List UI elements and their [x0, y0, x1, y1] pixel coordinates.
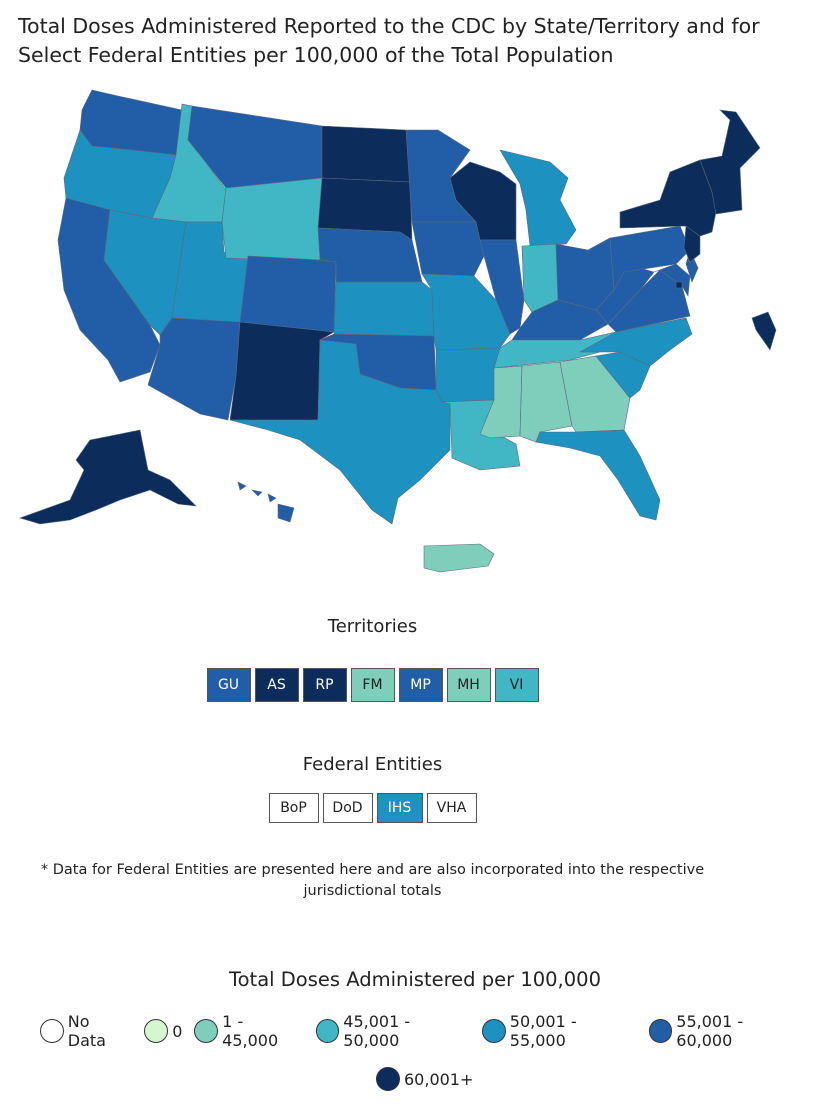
- state-south-carolina[interactable]: [595, 351, 651, 399]
- legend-item[interactable]: 45,001 - 50,000: [315, 1012, 471, 1050]
- legend-item[interactable]: 55,001 - 60,000: [648, 1012, 804, 1050]
- federal-tile-ihs[interactable]: IHS: [376, 793, 423, 823]
- territory-remote-east[interactable]: [751, 311, 777, 351]
- state-illinois[interactable]: [479, 239, 525, 335]
- state-colorado[interactable]: [239, 255, 337, 333]
- federal-entities-tiles: BoP DoD IHS VHA: [0, 793, 745, 823]
- state-hawaii[interactable]: [237, 481, 295, 523]
- federal-entities-title: Federal Entities: [302, 754, 443, 775]
- territory-tile-rp[interactable]: RP: [302, 668, 347, 702]
- legend-item[interactable]: 50,001 - 55,000: [482, 1012, 637, 1050]
- state-washington[interactable]: [79, 89, 189, 156]
- legend-item[interactable]: 1 - 45,000: [194, 1012, 303, 1050]
- state-indiana[interactable]: [521, 243, 559, 313]
- state-kansas[interactable]: [333, 281, 435, 337]
- state-alaska[interactable]: [19, 429, 197, 525]
- state-ohio[interactable]: [555, 237, 615, 311]
- federal-tile-bop[interactable]: BoP: [268, 793, 319, 823]
- state-north-dakota[interactable]: [321, 125, 411, 183]
- state-arkansas[interactable]: [435, 347, 501, 403]
- us-choropleth-map: [19, 89, 777, 573]
- legend-label: 0: [172, 1021, 183, 1041]
- legend-swatch: [40, 1019, 64, 1043]
- state-dc[interactable]: [675, 281, 683, 289]
- legend-title: Total Doses Administered per 100,000: [229, 968, 601, 991]
- legend-swatch: [144, 1019, 169, 1043]
- legend-label: No Data: [67, 1012, 106, 1050]
- state-maryland[interactable]: [653, 263, 691, 297]
- territory-tile-as[interactable]: AS: [254, 668, 299, 702]
- legend-label: 50,001 - 55,000: [509, 1012, 577, 1050]
- state-arizona[interactable]: [147, 317, 241, 421]
- legend-swatch: [482, 1019, 506, 1043]
- legend-second-row: 60,001+: [376, 1067, 485, 1091]
- territory-tile-mp[interactable]: MP: [398, 668, 443, 702]
- territory-tile-gu[interactable]: GU: [206, 668, 251, 702]
- legend-swatch: [648, 1019, 673, 1043]
- legend-label: 60,001+: [404, 1069, 474, 1089]
- legend-label: 45,001 - 50,000: [343, 1012, 411, 1050]
- legend-label: 55,001 - 60,000: [676, 1012, 744, 1050]
- territory-tile-fm[interactable]: FM: [350, 668, 395, 702]
- state-new-york[interactable]: [619, 159, 717, 237]
- state-texas[interactable]: [229, 339, 451, 525]
- legend-label: 1 - 45,000: [222, 1012, 279, 1050]
- state-iowa[interactable]: [411, 221, 485, 277]
- legend-item[interactable]: 60,001+: [376, 1067, 473, 1091]
- territory-tile-mh[interactable]: MH: [446, 668, 491, 702]
- federal-tile-vha[interactable]: VHA: [426, 793, 477, 823]
- legend-item[interactable]: 0: [144, 1019, 182, 1043]
- territories-title: Territories: [327, 616, 418, 637]
- federal-tile-dod[interactable]: DoD: [322, 793, 373, 823]
- legend-swatch: [376, 1067, 400, 1091]
- territories-tiles: GU AS RP FM MP MH VI: [0, 668, 745, 702]
- legend-swatch: [194, 1019, 219, 1043]
- state-puerto-rico[interactable]: [423, 543, 495, 573]
- territory-tile-vi[interactable]: VI: [494, 668, 539, 702]
- state-michigan[interactable]: [499, 149, 577, 247]
- legend: No Data 0 1 - 45,000 45,001 - 50,000 50,001 …: [40, 1012, 815, 1050]
- state-wyoming[interactable]: [221, 177, 323, 263]
- legend-swatch: [315, 1019, 340, 1043]
- footnote: * Data for Federal Entities are presente…: [40, 862, 705, 899]
- state-new-england[interactable]: [699, 109, 761, 215]
- state-florida[interactable]: [535, 429, 661, 521]
- legend-item[interactable]: No Data: [40, 1012, 132, 1050]
- chart-title: Total Doses Administered Reported to the…: [18, 14, 760, 67]
